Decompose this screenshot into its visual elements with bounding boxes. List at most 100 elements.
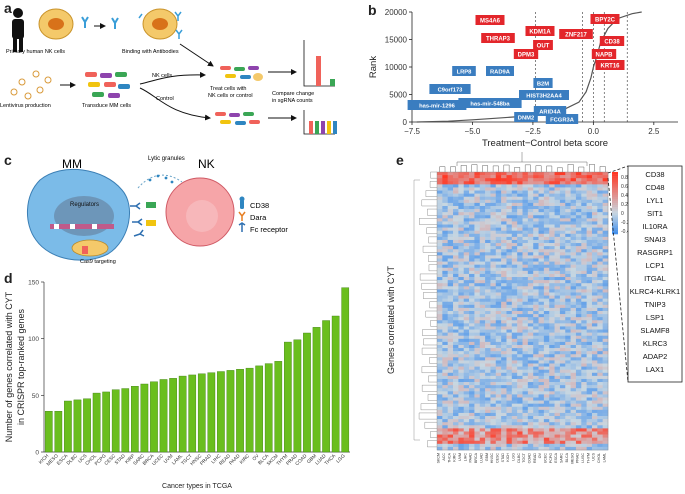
e-heatmap-cell	[479, 239, 486, 244]
e-heatmap-cell	[570, 184, 577, 188]
e-heatmap-cell	[437, 304, 443, 309]
e-heatmap-cell	[463, 215, 470, 219]
e-heatmap-cell	[479, 335, 486, 340]
e-heatmap-cell	[533, 249, 539, 253]
e-heatmap-cell	[479, 369, 486, 374]
e-heatmap-cell	[554, 178, 561, 182]
e-heatmap-cell	[479, 277, 486, 281]
e-heatmap-cell	[485, 406, 491, 411]
e-heatmap-cell	[559, 227, 566, 231]
e-scale-tick: 0.6	[621, 184, 628, 190]
e-heatmap-cell	[570, 388, 577, 392]
e-heatmap-cell	[570, 335, 577, 340]
e-heatmap-cell	[591, 323, 598, 327]
b-blue-gene-box	[486, 66, 514, 76]
e-heatmap-cell	[490, 172, 497, 176]
e-heatmap-cell	[485, 252, 491, 256]
e-heatmap-cell	[581, 230, 587, 235]
e-heatmap-cell	[458, 403, 465, 408]
e-heatmap-cell	[458, 193, 465, 198]
e-heatmap-cell	[501, 409, 507, 414]
e-heatmap-cell	[554, 215, 561, 219]
e-heatmap-cell	[522, 295, 529, 299]
e-heatmap-cell	[586, 388, 593, 392]
e-heatmap-cell	[453, 431, 459, 435]
d-xtick-label: PRAD	[199, 453, 213, 467]
e-heatmap-cell	[474, 348, 481, 352]
e-heatmap-cell	[533, 280, 539, 284]
e-heatmap-cell	[501, 221, 507, 225]
e-heatmap-cell	[597, 329, 603, 333]
e-heatmap-cell	[495, 378, 502, 383]
e-heatmap-cell	[517, 394, 523, 398]
e-column-label: UCS	[592, 452, 596, 460]
e-heatmap-cell	[543, 388, 550, 392]
e-heatmap-cell	[517, 289, 523, 293]
e-heatmap-cell	[522, 199, 529, 204]
e-heatmap-cell	[479, 317, 486, 321]
e-heatmap-cell	[586, 277, 593, 281]
e-heatmap-cell	[447, 181, 454, 185]
e-heatmap-cell	[581, 360, 587, 364]
e-heatmap-cell	[565, 434, 571, 438]
e-heatmap-cell	[447, 434, 454, 438]
e-heatmap-cell	[437, 224, 443, 228]
e-heatmap-cell	[602, 317, 609, 321]
e-heatmap-cell	[458, 400, 465, 404]
e-heatmap-cell	[474, 428, 481, 432]
e-heatmap-cell	[522, 289, 529, 293]
e-heatmap-cell	[543, 227, 550, 231]
e-scale-tick: 0.2	[621, 202, 628, 208]
e-heatmap-cell	[549, 323, 555, 327]
e-heatmap-cell	[447, 172, 454, 176]
e-heatmap-cell	[501, 224, 507, 228]
e-heatmap-cell	[517, 372, 523, 377]
e-heatmap-cell	[597, 178, 603, 182]
e-heatmap-cell	[495, 388, 502, 392]
e-heatmap-cell	[543, 178, 550, 182]
e-heatmap-cell	[522, 264, 529, 269]
e-heatmap-cell	[565, 273, 571, 278]
e-heatmap-cell	[479, 255, 486, 259]
e-heatmap-cell	[586, 431, 593, 435]
e-heatmap-cell	[469, 344, 475, 349]
e-heatmap-cell	[437, 233, 443, 238]
e-heatmap-cell	[501, 218, 507, 222]
e-heatmap-cell	[549, 388, 555, 392]
e-heatmap-cell	[559, 175, 566, 179]
e-heatmap-cell	[549, 366, 555, 370]
e-heatmap-cell	[495, 332, 502, 337]
e-heatmap-cell	[501, 190, 507, 194]
e-heatmap-cell	[597, 338, 603, 343]
e-heatmap-cell	[570, 363, 577, 367]
e-heatmap-cell	[463, 298, 470, 303]
e-heatmap-cell	[565, 187, 571, 191]
e-heatmap-cell	[474, 434, 481, 438]
e-heatmap-cell	[517, 348, 523, 352]
e-heatmap-cell	[575, 375, 582, 380]
e-heatmap-cell	[575, 205, 582, 210]
e-heatmap-cell	[527, 193, 534, 198]
e-heatmap-cell	[597, 360, 603, 364]
e-heatmap-cell	[559, 224, 566, 228]
e-heatmap-cell	[602, 391, 609, 395]
e-heatmap-cell	[602, 400, 609, 404]
e-heatmap-cell	[495, 320, 502, 324]
e-heatmap-cell	[533, 230, 539, 235]
e-heatmap-cell	[549, 178, 555, 182]
e-heatmap-cell	[527, 227, 534, 231]
e-heatmap-cell	[458, 277, 465, 281]
e-heatmap-cell	[570, 378, 577, 383]
e-heatmap-cell	[549, 397, 555, 401]
e-heatmap-cell	[437, 332, 443, 337]
e-heatmap-cell	[458, 264, 465, 269]
e-heatmap-cell	[485, 354, 491, 358]
e-heatmap-cell	[485, 412, 491, 417]
e-heatmap-cell	[597, 412, 603, 417]
e-heatmap-cell	[538, 307, 545, 312]
e-heatmap-cell	[437, 236, 443, 241]
e-heatmap-cell	[581, 224, 587, 228]
e-heatmap-cell	[597, 348, 603, 352]
b-red-gene-box	[513, 49, 539, 59]
e-heatmap-cell	[495, 283, 502, 287]
